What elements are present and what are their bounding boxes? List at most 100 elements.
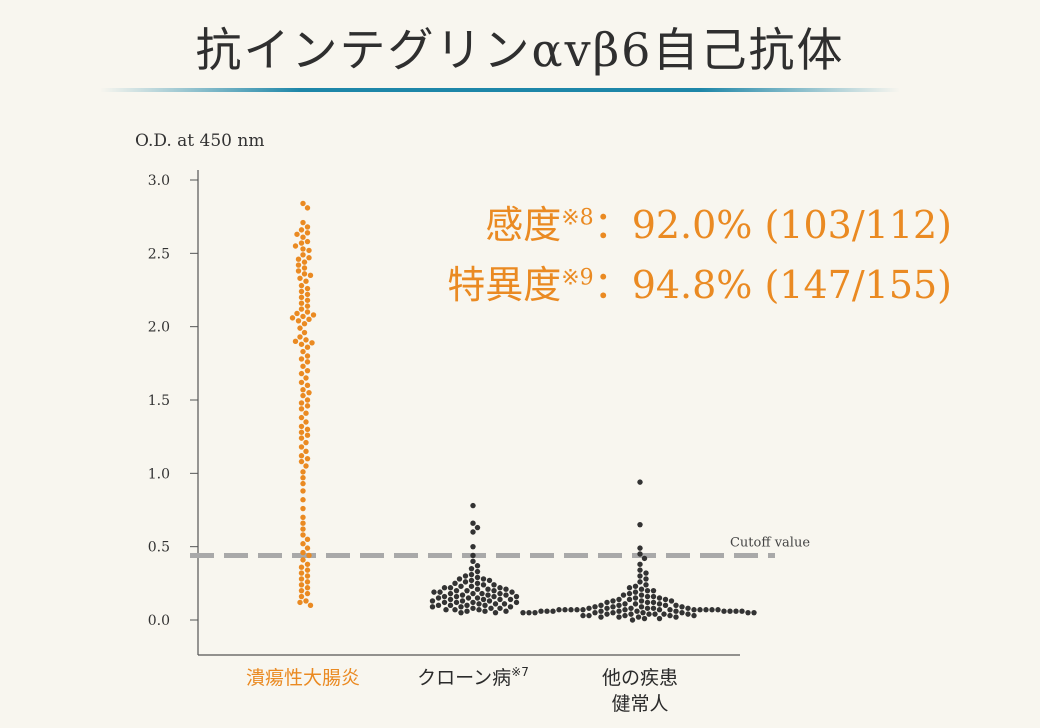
data-point (456, 576, 463, 582)
data-point (309, 340, 315, 346)
data-point (637, 573, 643, 579)
data-point (503, 592, 509, 598)
data-point (300, 557, 306, 563)
data-point (298, 435, 305, 441)
data-point (476, 601, 482, 607)
data-point (453, 587, 460, 594)
data-point (673, 614, 679, 620)
data-point (637, 561, 643, 567)
data-point (298, 300, 305, 306)
data-point (464, 608, 470, 614)
data-point (643, 576, 649, 582)
data-point (550, 608, 556, 614)
data-point (644, 593, 651, 600)
sensitivity-note: ※8 (561, 205, 594, 231)
sensitivity-value: ：92.0% (103/112) (593, 203, 952, 247)
data-point (610, 609, 616, 616)
data-point (604, 605, 610, 611)
data-point (486, 598, 493, 604)
data-point (503, 608, 509, 614)
data-point (294, 310, 300, 317)
data-point (465, 595, 472, 601)
data-point (474, 595, 481, 601)
data-point (626, 590, 633, 597)
data-point (462, 573, 469, 579)
data-point (300, 363, 306, 369)
data-point (640, 609, 646, 616)
data-point (304, 205, 311, 211)
data-point (479, 590, 485, 597)
data-point (304, 561, 311, 567)
data-point (470, 520, 476, 526)
data-point (474, 568, 481, 575)
y-tick-label: 2.5 (148, 246, 170, 262)
y-tick-label: 1.0 (148, 466, 170, 482)
data-point (644, 605, 651, 611)
data-point (691, 607, 697, 613)
data-point (429, 604, 436, 610)
category-label: 健常人 (611, 693, 668, 715)
data-point (470, 543, 476, 550)
data-point (303, 419, 309, 425)
y-axis-label: O.D. at 450 nm (135, 131, 264, 151)
data-point (452, 580, 458, 587)
data-point (453, 599, 460, 606)
data-point (298, 227, 305, 233)
data-point (532, 609, 538, 616)
data-point (650, 593, 657, 600)
data-point (480, 576, 487, 582)
data-point (509, 589, 515, 595)
data-point (691, 612, 697, 619)
data-point (295, 262, 302, 268)
data-point (304, 344, 311, 350)
data-point (491, 593, 497, 600)
data-point (300, 488, 306, 494)
data-point (632, 601, 639, 607)
data-point (474, 586, 481, 592)
data-point (638, 598, 645, 604)
data-point (492, 609, 499, 616)
y-tick-label: 3.0 (148, 173, 170, 189)
data-point (297, 275, 303, 281)
data-point (497, 585, 503, 591)
data-point (470, 605, 476, 611)
data-point (306, 316, 312, 323)
data-point (470, 502, 476, 509)
data-point (304, 536, 311, 543)
data-point (304, 291, 311, 298)
data-point (295, 256, 302, 262)
data-point (300, 549, 306, 556)
data-point (574, 607, 580, 613)
page-title: 抗インテグリンαvβ6自己抗体 (195, 23, 845, 77)
data-point (616, 608, 622, 614)
data-point (301, 271, 308, 277)
data-point (441, 585, 448, 591)
data-point (656, 595, 663, 601)
data-point (476, 607, 482, 613)
data-point (298, 370, 305, 377)
data-point (298, 379, 305, 386)
data-point (470, 529, 476, 535)
title-underline (100, 88, 900, 92)
data-point (562, 607, 568, 613)
data-point (503, 586, 509, 592)
data-point (474, 574, 481, 581)
data-point (656, 607, 663, 613)
data-point (292, 243, 299, 249)
data-point (580, 607, 586, 613)
data-point (662, 602, 669, 609)
data-point (304, 353, 311, 359)
y-tick-label: 2.0 (148, 320, 170, 336)
data-point (429, 598, 436, 604)
data-point (468, 571, 475, 578)
specificity-label: 特異度 (447, 263, 562, 307)
data-point (480, 582, 487, 588)
data-point (470, 590, 476, 597)
data-point (652, 611, 658, 617)
data-point (304, 382, 311, 389)
data-point (727, 608, 733, 614)
sensitivity-stat: 感度※8：92.0% (103/112) (485, 194, 952, 249)
data-point (679, 609, 685, 616)
data-point (304, 590, 311, 597)
data-point (304, 359, 311, 365)
